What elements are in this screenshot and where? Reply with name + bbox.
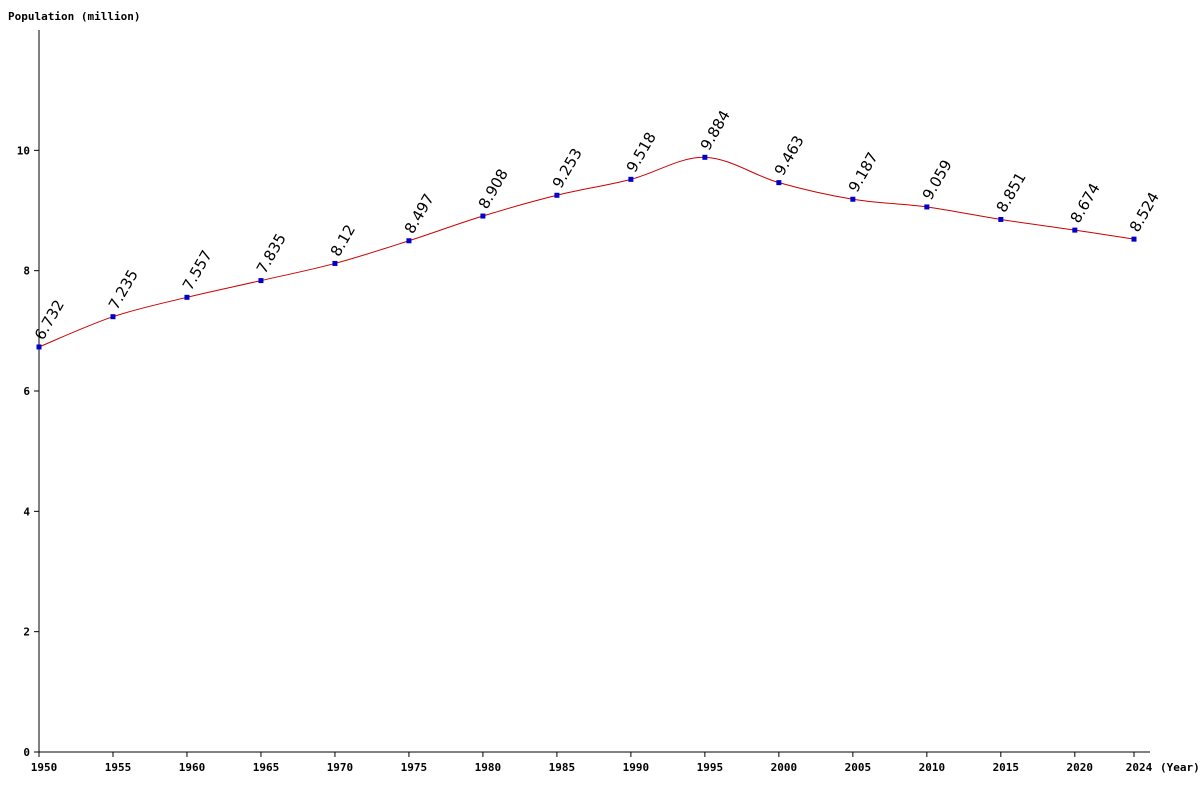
y-tick-label: 2 xyxy=(23,626,30,639)
data-label: 9.463 xyxy=(771,132,808,178)
data-label: 9.059 xyxy=(919,157,956,203)
data-label: 7.557 xyxy=(179,247,216,293)
x-tick-label: 1975 xyxy=(401,761,428,774)
x-tick-label: 1985 xyxy=(549,761,576,774)
data-point xyxy=(1131,236,1137,242)
x-tick-label: 2015 xyxy=(993,761,1020,774)
data-label: 7.235 xyxy=(105,266,142,312)
data-label: 8.12 xyxy=(327,222,359,260)
data-label: 9.253 xyxy=(549,145,586,191)
y-tick-label: 10 xyxy=(17,144,30,157)
data-label: 8.851 xyxy=(993,169,1030,215)
y-tick-label: 0 xyxy=(23,746,30,759)
x-tick-label: 2005 xyxy=(845,761,872,774)
data-label: 8.674 xyxy=(1067,180,1104,226)
series-line xyxy=(38,156,1135,348)
data-labels: 6.732 7.235 7.557 7.835 8.12 8.497 8.908 9.253 9… xyxy=(31,107,1163,343)
data-point xyxy=(998,216,1004,222)
data-label: 6.732 xyxy=(31,297,68,343)
data-label: 9.518 xyxy=(623,129,660,175)
data-point xyxy=(776,180,782,186)
x-tick-label: 1955 xyxy=(105,761,132,774)
data-label: 8.497 xyxy=(401,191,438,237)
data-point xyxy=(332,260,338,266)
x-tick-label: 1965 xyxy=(253,761,280,774)
x-tick-label: 1950 xyxy=(31,761,58,774)
x-tick-label: 1980 xyxy=(475,761,502,774)
x-tick-label: 1970 xyxy=(327,761,354,774)
data-label: 8.524 xyxy=(1126,189,1163,235)
data-label: 9.187 xyxy=(845,149,882,195)
x-axis-label: (Year) xyxy=(1160,761,1200,774)
x-tick-label: 2000 xyxy=(771,761,798,774)
y-ticks: 0 2 4 6 8 10 xyxy=(17,144,39,759)
data-label: 7.835 xyxy=(253,230,290,276)
data-point xyxy=(1072,227,1078,233)
data-label: 9.884 xyxy=(697,107,734,153)
data-point xyxy=(850,196,856,202)
data-point xyxy=(702,154,708,160)
x-ticks: 1950 1955 1960 1965 1970 1975 1980 1985 1990 1995… xyxy=(31,752,1153,774)
y-tick-label: 4 xyxy=(23,505,30,518)
data-point xyxy=(406,238,412,244)
data-points xyxy=(36,154,1137,350)
data-point xyxy=(628,176,634,182)
y-tick-label: 8 xyxy=(23,265,30,278)
x-tick-label: 1990 xyxy=(623,761,650,774)
data-point xyxy=(110,314,116,320)
y-axis-label: Population (million) xyxy=(8,10,140,23)
x-tick-label: 2024 xyxy=(1126,761,1153,774)
x-tick-label: 2010 xyxy=(919,761,946,774)
x-tick-label: 2020 xyxy=(1067,761,1094,774)
data-point xyxy=(554,192,560,198)
data-point xyxy=(184,294,190,300)
y-tick-label: 6 xyxy=(23,385,30,398)
data-point xyxy=(36,344,42,350)
data-point xyxy=(924,204,930,210)
data-point xyxy=(258,278,264,284)
data-label: 8.908 xyxy=(475,166,512,212)
x-tick-label: 1960 xyxy=(179,761,206,774)
x-tick-label: 1995 xyxy=(697,761,724,774)
data-point xyxy=(480,213,486,219)
